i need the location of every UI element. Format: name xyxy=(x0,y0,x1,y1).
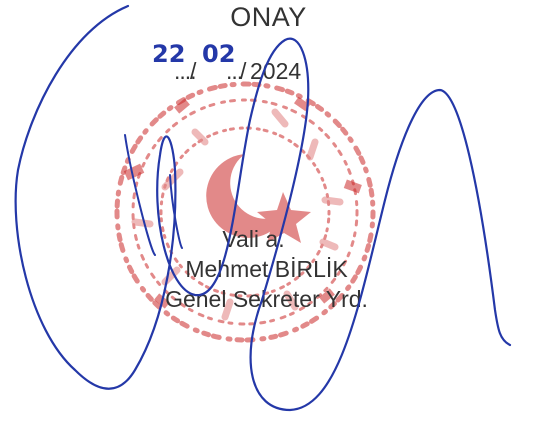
signer-role: Vali a. xyxy=(222,226,285,252)
signer-name: Mehmet BİRLİK xyxy=(185,256,348,282)
date-separator: / xyxy=(190,58,197,84)
approval-heading: ONAY xyxy=(230,2,307,32)
date-separator: / xyxy=(240,58,247,84)
date-year: 2024 xyxy=(250,58,302,84)
signer-title: Genel Sekreter Yrd. xyxy=(165,286,368,312)
approval-date: 22 .... / 02 ... / 2024 xyxy=(150,40,370,88)
